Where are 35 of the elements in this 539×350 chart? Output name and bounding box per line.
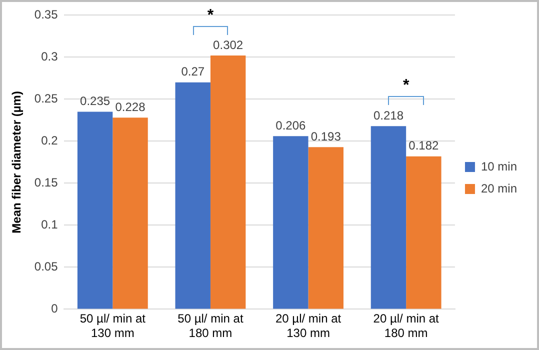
bar xyxy=(210,56,246,309)
annotation: * xyxy=(402,77,410,94)
data-label: 0.235 xyxy=(80,94,110,108)
annotation: * xyxy=(206,6,215,24)
x-tick-label: 50 µl/ min at 180 mm xyxy=(178,312,244,340)
y-tick-label: 0.05 xyxy=(34,260,58,274)
data-label: 0.182 xyxy=(408,138,440,153)
y-tick-label: 0 xyxy=(51,302,58,316)
bar xyxy=(370,126,406,309)
bar xyxy=(406,156,442,309)
significance-bracket: * xyxy=(388,80,424,106)
y-tick-label: 0.3 xyxy=(41,50,58,64)
x-tick-label: 20 µl/ min at 180 mm xyxy=(373,312,440,340)
legend-label: 20 min xyxy=(480,181,518,196)
bar xyxy=(175,82,210,309)
bar xyxy=(112,118,148,309)
y-tick-label: 0.35 xyxy=(34,8,58,22)
x-tick-label: 50 µl/ min at 130 mm xyxy=(80,312,146,340)
x-tick-label: 20 µl/ min at 130 mm xyxy=(275,312,342,340)
bar xyxy=(77,112,113,309)
data-label: 0.193 xyxy=(310,129,342,144)
y-axis-title: Mean fiber diameter (µm) xyxy=(10,91,24,234)
data-label: 0.27 xyxy=(181,64,205,79)
data-label: 0.206 xyxy=(276,118,306,132)
y-tick-label: 0.2 xyxy=(41,134,58,148)
legend-label: 10 min xyxy=(480,159,518,174)
data-label: 0.218 xyxy=(373,108,404,122)
data-label: 0.302 xyxy=(213,38,244,52)
significance-bracket: * xyxy=(192,10,228,35)
bar xyxy=(308,147,344,309)
bar xyxy=(273,136,308,309)
y-tick-label: 0.15 xyxy=(34,176,58,190)
data-label: 0.228 xyxy=(115,100,146,114)
y-tick-label: 0.25 xyxy=(34,92,58,106)
y-tick-label: 0.1 xyxy=(41,218,58,232)
